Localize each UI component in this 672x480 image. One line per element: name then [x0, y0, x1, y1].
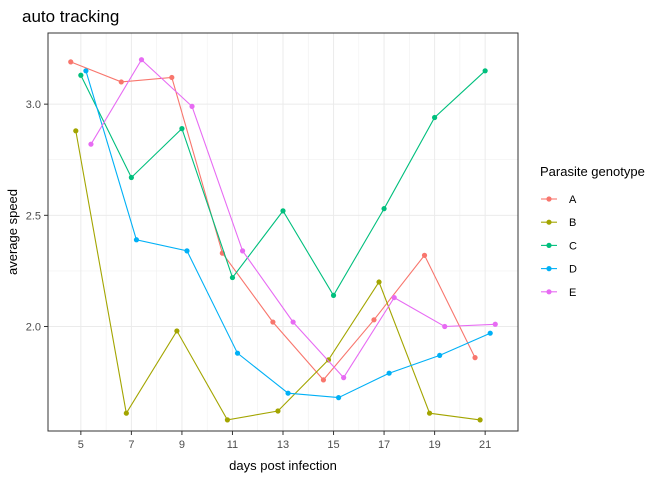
- x-axis-title: days post infection: [229, 458, 337, 473]
- x-tick-label: 5: [78, 439, 84, 451]
- x-tick-label: 7: [128, 439, 134, 451]
- data-point-a: [270, 319, 276, 325]
- data-point-b: [73, 128, 79, 134]
- data-point-e: [391, 294, 397, 301]
- data-point-d: [285, 390, 291, 396]
- y-tick-label: 3.0: [26, 99, 41, 111]
- data-point-e: [442, 323, 448, 330]
- x-tick-label: 9: [179, 439, 185, 451]
- data-point-a: [118, 79, 124, 85]
- data-point-d: [437, 352, 443, 359]
- data-point-d: [184, 248, 190, 254]
- x-axis: 5 7 9 11 13 15 17 19 21: [78, 431, 491, 451]
- legend-label-e: E: [569, 287, 576, 299]
- data-point-c: [280, 208, 286, 214]
- data-point-e: [189, 103, 195, 109]
- data-point-a: [421, 252, 428, 258]
- data-point-d: [335, 395, 342, 401]
- data-point-d: [133, 237, 140, 243]
- legend-key-point-a: [546, 196, 552, 202]
- data-point-a: [371, 317, 377, 323]
- data-point-c: [381, 206, 387, 212]
- legend-title: Parasite genotype: [540, 164, 645, 179]
- chart-title: auto tracking: [22, 7, 119, 26]
- data-point-c: [229, 274, 236, 281]
- x-tick-label: 15: [327, 439, 339, 451]
- legend-key-point-d: [546, 266, 552, 272]
- data-point-c: [128, 174, 134, 181]
- x-tick-label: 13: [277, 439, 289, 451]
- legend-label-c: C: [569, 240, 577, 252]
- data-point-b: [426, 410, 433, 416]
- data-point-a: [320, 377, 327, 383]
- data-point-e: [290, 319, 296, 325]
- legend-label-a: A: [569, 194, 577, 206]
- x-tick-label: 17: [378, 439, 390, 451]
- legend-label-d: D: [569, 264, 577, 276]
- data-point-a: [169, 74, 175, 81]
- x-tick-label: 21: [479, 439, 491, 451]
- data-point-b: [275, 408, 281, 414]
- legend-label-b: B: [569, 217, 576, 229]
- data-point-b: [376, 279, 382, 285]
- data-point-e: [239, 248, 246, 254]
- data-point-b: [477, 417, 483, 423]
- data-point-d: [83, 68, 89, 74]
- x-tick-label: 11: [227, 439, 238, 451]
- data-point-c: [78, 72, 84, 78]
- y-tick-label: 2.5: [26, 210, 41, 222]
- data-point-d: [487, 330, 493, 336]
- data-point-e: [138, 57, 145, 63]
- data-point-c: [179, 126, 185, 132]
- legend-key-point-c: [546, 242, 552, 248]
- data-point-e: [341, 375, 347, 381]
- data-point-d: [386, 370, 392, 376]
- legend-key-point-b: [546, 219, 552, 225]
- data-point-b: [123, 410, 129, 416]
- data-point-c: [432, 114, 438, 121]
- y-axis-title: average speed: [5, 189, 20, 275]
- data-point-c: [482, 68, 488, 74]
- data-point-b: [174, 328, 180, 334]
- data-point-e: [492, 321, 498, 327]
- data-point-d: [234, 350, 241, 356]
- y-axis: 2.0 2.5 3.0: [26, 99, 48, 333]
- data-point-b: [325, 357, 332, 363]
- data-point-a: [68, 59, 74, 65]
- data-point-a: [472, 355, 478, 361]
- legend-key-point-e: [546, 289, 552, 295]
- data-point-e: [88, 141, 94, 147]
- y-tick-label: 2.0: [26, 321, 41, 333]
- grid-major: [48, 33, 518, 431]
- x-tick-label: 19: [428, 439, 440, 451]
- data-point-c: [330, 292, 337, 298]
- data-point-b: [224, 417, 231, 423]
- series-layer: [68, 57, 498, 423]
